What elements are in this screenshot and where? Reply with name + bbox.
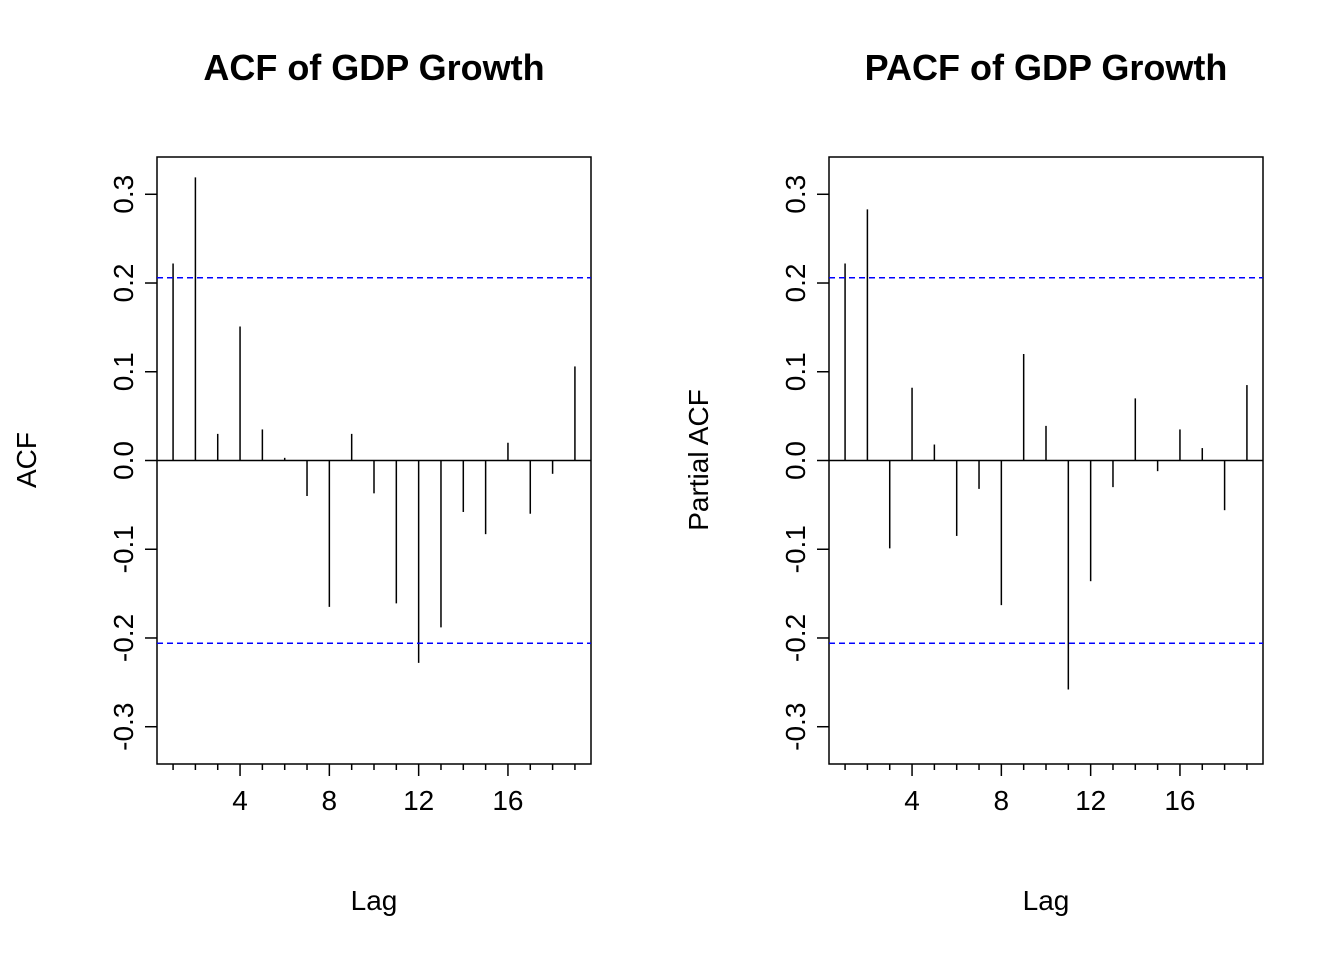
- pacf-x-tick-label-4: 4: [904, 785, 920, 816]
- acf-y-tick-label-2: -0.1: [108, 525, 139, 573]
- acf-x-tick-label-4: 4: [232, 785, 248, 816]
- acf-y-tick-label-1: -0.2: [108, 614, 139, 662]
- acf-panel: ACF of GDP Growth 4 8 12 16 -0.3 -0.2 -0.1 0.0…: [11, 47, 592, 916]
- acf-y-tick-label-0: -0.3: [108, 703, 139, 751]
- acf-y-axis-label: ACF: [11, 432, 42, 488]
- pacf-x-tick-label-12: 12: [1075, 785, 1106, 816]
- pacf-panel: PACF of GDP Growth 4 8 12 16 -0.3 -0.2 -0.1 0.…: [683, 47, 1264, 916]
- pacf-y-tick-label-1: -0.2: [780, 614, 811, 662]
- pacf-title: PACF of GDP Growth: [865, 47, 1228, 88]
- acf-x-tick-label-16: 16: [492, 785, 523, 816]
- pacf-confidence-bounds: [829, 276, 1263, 645]
- pacf-y-tick-label-3: 0.0: [780, 441, 811, 480]
- pacf-y-tick-label-5: 0.2: [780, 264, 811, 303]
- acf-x-tick-label-8: 8: [322, 785, 338, 816]
- acf-x-axis: 4 8 12 16: [172, 764, 576, 816]
- pacf-x-axis: 4 8 12 16: [844, 764, 1248, 816]
- acf-title: ACF of GDP Growth: [203, 47, 544, 88]
- pacf-bars: [844, 209, 1248, 690]
- acf-y-tick-label-3: 0.0: [108, 441, 139, 480]
- pacf-y-tick-label-2: -0.1: [780, 525, 811, 573]
- pacf-y-tick-label-4: 0.1: [780, 352, 811, 391]
- acf-y-axis: -0.3 -0.2 -0.1 0.0 0.1 0.2 0.3: [108, 175, 157, 751]
- pacf-y-axis-label: Partial ACF: [683, 389, 714, 531]
- pacf-x-tick-label-16: 16: [1164, 785, 1195, 816]
- acf-confidence-bounds: [157, 276, 591, 645]
- pacf-x-tick-label-8: 8: [994, 785, 1010, 816]
- pacf-y-tick-label-6: 0.3: [780, 175, 811, 214]
- acf-y-tick-label-5: 0.2: [108, 264, 139, 303]
- pacf-x-axis-label: Lag: [1023, 885, 1070, 916]
- acf-x-axis-label: Lag: [351, 885, 398, 916]
- pacf-y-axis: -0.3 -0.2 -0.1 0.0 0.1 0.2 0.3: [780, 175, 829, 751]
- acf-y-tick-label-4: 0.1: [108, 352, 139, 391]
- acf-y-tick-label-6: 0.3: [108, 175, 139, 214]
- pacf-y-tick-label-0: -0.3: [780, 703, 811, 751]
- acf-bars: [172, 177, 576, 663]
- acf-x-tick-label-12: 12: [403, 785, 434, 816]
